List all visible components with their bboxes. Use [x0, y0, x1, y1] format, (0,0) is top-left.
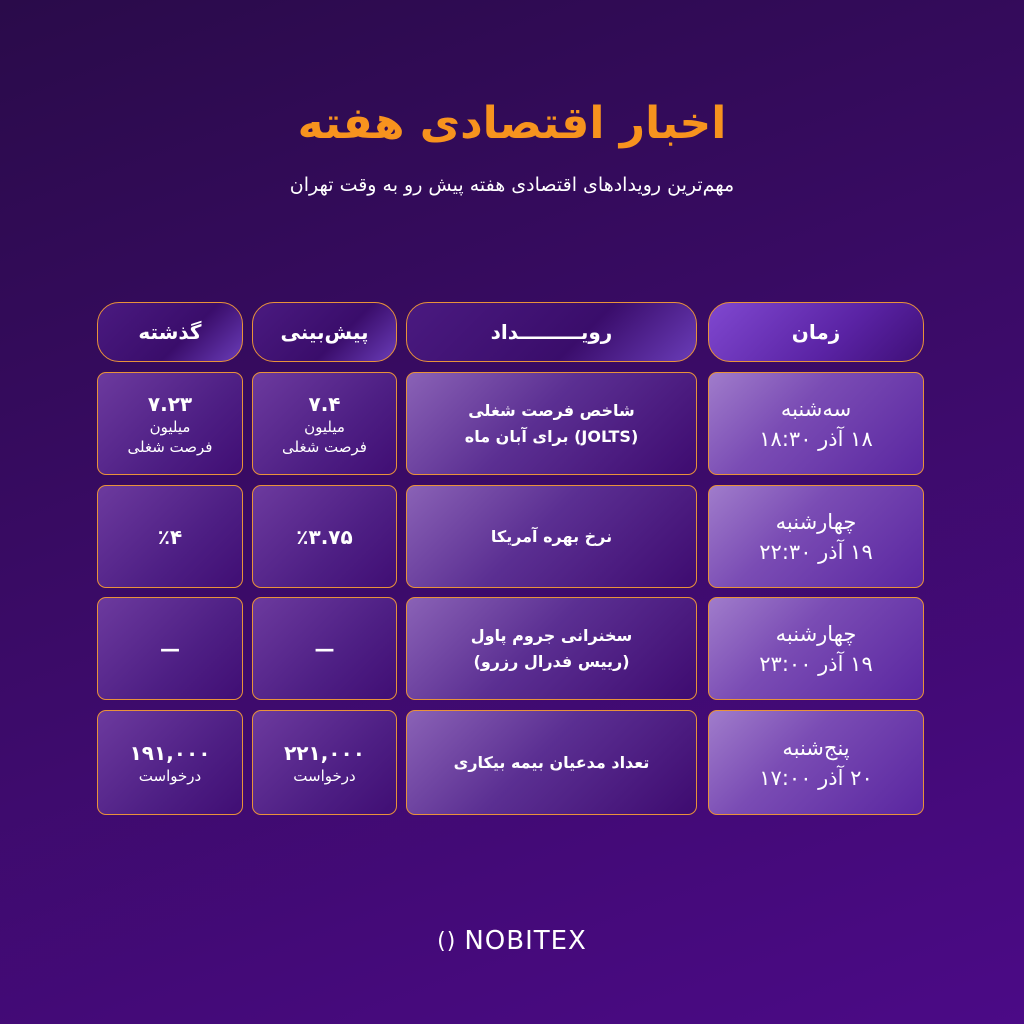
- row-3-time: چهارشنبه ۱۹ آذر ۲۳:۰۰: [708, 597, 924, 700]
- value: —: [314, 636, 335, 661]
- row-4-forecast: ۲۲۱,۰۰۰ درخواست: [252, 710, 397, 815]
- date: ۱۹ آذر ۲۲:۳۰: [759, 539, 873, 564]
- value: ۷.۲۳: [147, 391, 193, 416]
- page-title: اخبار اقتصادی هفته: [297, 98, 727, 149]
- date: ۱۸ آذر ۱۸:۳۰: [759, 426, 873, 451]
- row-1-time: سه‌شنبه ۱۸ آذر ۱۸:۳۰: [708, 372, 924, 475]
- row-1-forecast: ۷.۴ میلیون فرصت شغلی: [252, 372, 397, 475]
- date: ۱۹ آذر ۲۳:۰۰: [759, 651, 873, 676]
- row-2-time: چهارشنبه ۱۹ آذر ۲۲:۳۰: [708, 485, 924, 588]
- row-1-previous: ۷.۲۳ میلیون فرصت شغلی: [97, 372, 243, 475]
- header-event: رویـــــــــداد: [406, 302, 697, 362]
- nobitex-logo-icon: (): [437, 928, 457, 954]
- row-4-previous: ۱۹۱,۰۰۰ درخواست: [97, 710, 243, 815]
- event-line-2: (JOLTS) برای آبان ماه: [464, 426, 639, 446]
- event-line-1: سخنرانی جروم پاول: [470, 625, 633, 645]
- row-1-event: شاخص فرصت شغلی (JOLTS) برای آبان ماه: [406, 372, 697, 475]
- value: ٪۴: [157, 524, 183, 549]
- value: —: [160, 636, 180, 661]
- row-2-event: نرخ بهره آمریکا: [406, 485, 697, 588]
- date: ۲۰ آذر ۱۷:۰۰: [759, 765, 873, 790]
- logo-text: NOBITEX: [464, 926, 587, 956]
- page-subtitle: مهم‌ترین رویدادهای اقتصادی هفته پیش رو ب…: [289, 174, 735, 196]
- value: ۱۹۱,۰۰۰: [129, 740, 211, 765]
- day: چهارشنبه: [775, 621, 857, 646]
- row-2-previous: ٪۴: [97, 485, 243, 588]
- nobitex-logo: () NOBITEX: [0, 926, 1024, 956]
- value: ۲۲۱,۰۰۰: [284, 740, 365, 765]
- row-2-forecast: ٪۳.۷۵: [252, 485, 397, 588]
- event-line-1: شاخص فرصت شغلی: [468, 400, 635, 420]
- event-line-1: نرخ بهره آمریکا: [490, 526, 613, 546]
- row-3-previous: —: [97, 597, 243, 700]
- header-previous: گذشته: [97, 302, 243, 362]
- event-line-2: (رییس فدرال رزرو): [473, 651, 630, 671]
- unit: فرصت شغلی: [282, 437, 367, 456]
- row-4-time: پنج‌شنبه ۲۰ آذر ۱۷:۰۰: [708, 710, 924, 815]
- row-3-event: سخنرانی جروم پاول (رییس فدرال رزرو): [406, 597, 697, 700]
- header-forecast: پیش‌بینی: [252, 302, 397, 362]
- unit: میلیون: [304, 417, 345, 436]
- row-4-event: تعداد مدعیان بیمه بیکاری: [406, 710, 697, 815]
- header-time: زمان: [708, 302, 924, 362]
- day: سه‌شنبه: [780, 396, 852, 421]
- row-3-forecast: —: [252, 597, 397, 700]
- unit: میلیون: [149, 417, 191, 436]
- event-line-1: تعداد مدعیان بیمه بیکاری: [453, 752, 650, 772]
- value: ۷.۴: [308, 391, 341, 416]
- day: پنج‌شنبه: [782, 735, 850, 760]
- value: ٪۳.۷۵: [296, 524, 353, 549]
- unit: فرصت شغلی: [127, 437, 213, 456]
- unit: درخواست: [293, 766, 356, 785]
- day: چهارشنبه: [775, 509, 857, 534]
- unit: درخواست: [138, 766, 202, 785]
